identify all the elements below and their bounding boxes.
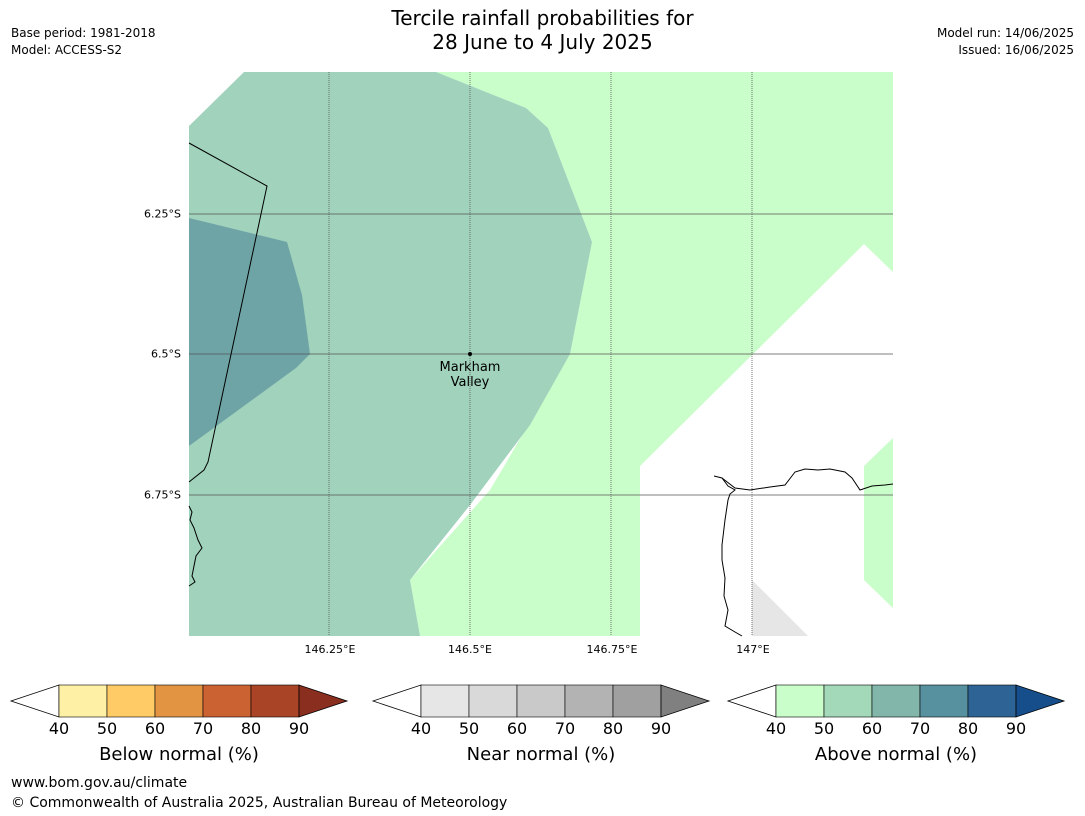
coast-west xyxy=(188,505,203,587)
cb-above-segment xyxy=(871,684,921,718)
cb-below-tick-70: 70 xyxy=(192,719,214,738)
meta-left: Base period: 1981-2018 Model: ACCESS-S2 xyxy=(11,25,156,59)
coast-gulf xyxy=(721,468,894,491)
cb-near-segment xyxy=(420,684,470,718)
issued-date: Issued: 16/06/2025 xyxy=(958,43,1074,57)
model-name: Model: ACCESS-S2 xyxy=(11,43,123,57)
region-near-40 xyxy=(752,580,808,636)
cb-near-over-triangle xyxy=(660,684,711,718)
cb-above-tick-80: 80 xyxy=(957,719,979,738)
cb-below-tick-60: 60 xyxy=(144,719,166,738)
place-label-line-2: Valley xyxy=(450,375,490,390)
cb-near-tick-60: 60 xyxy=(506,719,528,738)
cb-above-over-triangle xyxy=(1015,684,1066,718)
cb-below-over-triangle xyxy=(298,684,349,718)
region-above-50-east xyxy=(864,438,893,608)
cb-above-title: Above normal (%) xyxy=(814,744,978,765)
cb-below-tick-50: 50 xyxy=(96,719,118,738)
cb-above-segment xyxy=(919,684,969,718)
cb-below-tick-80: 80 xyxy=(240,719,262,738)
cb-near-tick-80: 80 xyxy=(602,719,624,738)
base-period: Base period: 1981-2018 xyxy=(11,26,156,40)
model-run: Model run: 14/06/2025 xyxy=(936,26,1074,40)
colorbar-near-normal xyxy=(371,684,711,718)
border-line xyxy=(188,142,268,483)
cb-below-title: Below normal (%) xyxy=(99,744,259,765)
cb-near-segment xyxy=(468,684,518,718)
page-title: Tercile rainfall probabilities for 28 Ju… xyxy=(0,6,1085,54)
cb-above-tick-60: 60 xyxy=(861,719,883,738)
place-label-line-1: Markham xyxy=(439,360,501,375)
place-label: Markham Valley xyxy=(440,360,501,390)
cb-near-segment xyxy=(564,684,614,718)
cb-near-segment xyxy=(612,684,662,718)
coastline xyxy=(188,142,894,637)
cb-below-tick-40: 40 xyxy=(48,719,70,738)
title-line-2: 28 June to 4 July 2025 xyxy=(432,30,653,54)
cb-below-tick-90: 90 xyxy=(288,719,310,738)
lat-label-3: 6.75°S xyxy=(144,488,181,502)
lon-label-3: 146.75°E xyxy=(586,643,638,656)
cb-above-tick-50: 50 xyxy=(813,719,835,738)
cb-above-segment xyxy=(967,684,1017,718)
location-marker xyxy=(468,352,472,356)
cb-below-segment xyxy=(202,684,252,718)
cb-above-tick-90: 90 xyxy=(1005,719,1027,738)
footer-copyright: © Commonwealth of Australia 2025, Austra… xyxy=(11,795,508,811)
cb-near-tick-50: 50 xyxy=(458,719,480,738)
lon-label-4: 147°E xyxy=(736,643,770,656)
coast-east xyxy=(713,475,743,637)
lon-label-2: 146.5°E xyxy=(448,643,492,656)
cb-below-segment xyxy=(106,684,156,718)
cb-near-segment xyxy=(516,684,566,718)
title-line-1: Tercile rainfall probabilities for xyxy=(391,6,694,30)
cb-near-under-triangle xyxy=(371,684,422,718)
cb-near-tick-70: 70 xyxy=(554,719,576,738)
footer-url: www.bom.gov.au/climate xyxy=(11,775,188,791)
cb-below-segment xyxy=(250,684,300,718)
cb-below-segment xyxy=(58,684,108,718)
lat-label-1: 6.25°S xyxy=(144,207,181,221)
colorbar-above-normal xyxy=(726,684,1066,718)
cb-above-segment xyxy=(775,684,825,718)
cb-near-tick-90: 90 xyxy=(650,719,672,738)
cb-below-under-triangle xyxy=(9,684,60,718)
cb-above-tick-40: 40 xyxy=(765,719,787,738)
cb-above-under-triangle xyxy=(726,684,777,718)
cb-above-tick-70: 70 xyxy=(909,719,931,738)
colorbar-below-normal xyxy=(9,684,349,718)
region-above-70 xyxy=(189,218,310,446)
lon-label-1: 146.25°E xyxy=(304,643,356,656)
meta-right: Model run: 14/06/2025 Issued: 16/06/2025 xyxy=(937,25,1074,59)
cb-near-title: Near normal (%) xyxy=(466,744,616,765)
cb-above-segment xyxy=(823,684,873,718)
cb-below-segment xyxy=(154,684,204,718)
cb-near-tick-40: 40 xyxy=(410,719,432,738)
lat-label-2: 6.5°S xyxy=(151,347,181,361)
